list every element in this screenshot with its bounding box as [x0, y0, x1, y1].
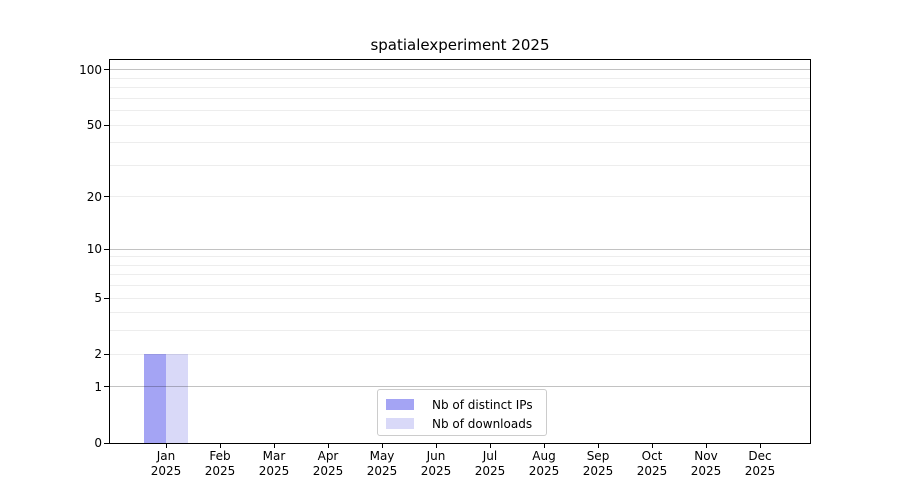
- x-tick-label-jun: Jun 2025: [406, 449, 466, 479]
- x-tick-label-aug: Aug 2025: [514, 449, 574, 479]
- x-tick-mark: [489, 444, 491, 448]
- x-tick-year: 2025: [528, 464, 560, 478]
- gridline-minor: [110, 312, 810, 314]
- x-tick-month: Mar: [262, 449, 286, 463]
- gridline-minor: [110, 87, 810, 89]
- x-tick-label-may: May 2025: [352, 449, 412, 479]
- x-tick-month: May: [369, 449, 395, 463]
- gridline-minor: [110, 196, 810, 198]
- x-tick-mark: [381, 444, 383, 448]
- y-tick-mark: [104, 196, 109, 198]
- legend-item-downloads: Nb of downloads: [378, 414, 546, 433]
- gridline-minor: [110, 97, 810, 99]
- chart-title: spatialexperiment 2025: [370, 36, 550, 54]
- legend-swatch-distinct-ips: [386, 399, 414, 410]
- x-tick-month: Jul: [482, 449, 498, 463]
- x-tick-month: Jun: [426, 449, 446, 463]
- x-tick-mark: [543, 444, 545, 448]
- y-tick-label: 2: [94, 347, 102, 362]
- gridline-minor: [110, 330, 810, 332]
- y-tick-mark: [104, 386, 109, 388]
- x-tick-year: 2025: [582, 464, 614, 478]
- gridline-minor: [110, 297, 810, 299]
- legend-label-distinct-ips: Nb of distinct IPs: [432, 397, 533, 412]
- y-tick-mark: [104, 297, 109, 299]
- gridline-minor: [110, 77, 810, 79]
- y-tick-mark: [104, 442, 109, 444]
- x-tick-label-apr: Apr 2025: [298, 449, 358, 479]
- bar-jan-distinct-ips: [144, 354, 166, 443]
- x-tick-label-nov: Nov 2025: [676, 449, 736, 479]
- x-tick-month: Dec: [748, 449, 772, 463]
- y-tick-mark: [104, 248, 109, 250]
- plot-area: [109, 59, 811, 444]
- x-tick-label-sep: Sep 2025: [568, 449, 628, 479]
- y-tick-label: 0: [94, 436, 102, 450]
- x-tick-year: 2025: [150, 464, 182, 478]
- x-tick-month: Nov: [694, 449, 718, 463]
- x-tick-month: Aug: [532, 449, 556, 463]
- x-tick-year: 2025: [258, 464, 290, 478]
- x-tick-year: 2025: [690, 464, 722, 478]
- x-tick-mark: [597, 444, 599, 448]
- gridline-minor: [110, 256, 810, 258]
- y-tick-label: 20: [86, 189, 102, 204]
- x-tick-year: 2025: [204, 464, 236, 478]
- x-tick-mark: [165, 444, 167, 448]
- gridline-major: [110, 69, 810, 71]
- gridline-major: [110, 386, 810, 388]
- x-tick-label-feb: Feb 2025: [190, 449, 250, 479]
- legend: Nb of distinct IPs Nb of downloads: [377, 389, 547, 436]
- y-tick-label: 5: [94, 291, 102, 306]
- y-tick-mark: [104, 124, 109, 126]
- legend-label-downloads: Nb of downloads: [432, 416, 533, 431]
- x-tick-year: 2025: [474, 464, 506, 478]
- legend-swatch-downloads: [386, 418, 414, 429]
- gridline-minor: [110, 285, 810, 287]
- y-tick-label: 50: [86, 118, 102, 133]
- x-tick-year: 2025: [312, 464, 344, 478]
- x-tick-year: 2025: [636, 464, 668, 478]
- x-tick-mark: [705, 444, 707, 448]
- gridline-minor: [110, 353, 810, 355]
- gridline-minor: [110, 264, 810, 266]
- x-tick-label-jul: Jul 2025: [460, 449, 520, 479]
- x-tick-month: Oct: [641, 449, 663, 463]
- x-tick-mark: [651, 444, 653, 448]
- x-tick-mark: [273, 444, 275, 448]
- x-tick-mark: [759, 444, 761, 448]
- x-tick-mark: [435, 444, 437, 448]
- gridline-minor: [110, 142, 810, 144]
- x-tick-label-oct: Oct 2025: [622, 449, 682, 479]
- gridline-minor: [110, 110, 810, 112]
- x-tick-month: Jan: [156, 449, 176, 463]
- x-tick-month: Feb: [209, 449, 231, 463]
- y-tick-mark: [104, 353, 109, 355]
- gridline-minor: [110, 274, 810, 276]
- x-tick-label-dec: Dec 2025: [730, 449, 790, 479]
- bar-jan-downloads: [166, 354, 188, 443]
- x-tick-year: 2025: [744, 464, 776, 478]
- y-tick-label: 1: [94, 379, 102, 394]
- x-tick-month: Apr: [317, 449, 339, 463]
- y-tick-label: 100: [79, 62, 102, 77]
- gridline-minor: [110, 124, 810, 126]
- gridline-minor: [110, 164, 810, 166]
- x-tick-label-mar: Mar 2025: [244, 449, 304, 479]
- gridline-major: [110, 248, 810, 250]
- legend-item-distinct-ips: Nb of distinct IPs: [378, 395, 546, 414]
- x-tick-mark: [219, 444, 221, 448]
- x-tick-label-jan: Jan 2025: [136, 449, 196, 479]
- x-tick-mark: [327, 444, 329, 448]
- x-tick-month: Sep: [586, 449, 610, 463]
- x-tick-year: 2025: [420, 464, 452, 478]
- y-tick-mark: [104, 69, 109, 71]
- x-tick-year: 2025: [366, 464, 398, 478]
- y-tick-label: 10: [86, 242, 102, 257]
